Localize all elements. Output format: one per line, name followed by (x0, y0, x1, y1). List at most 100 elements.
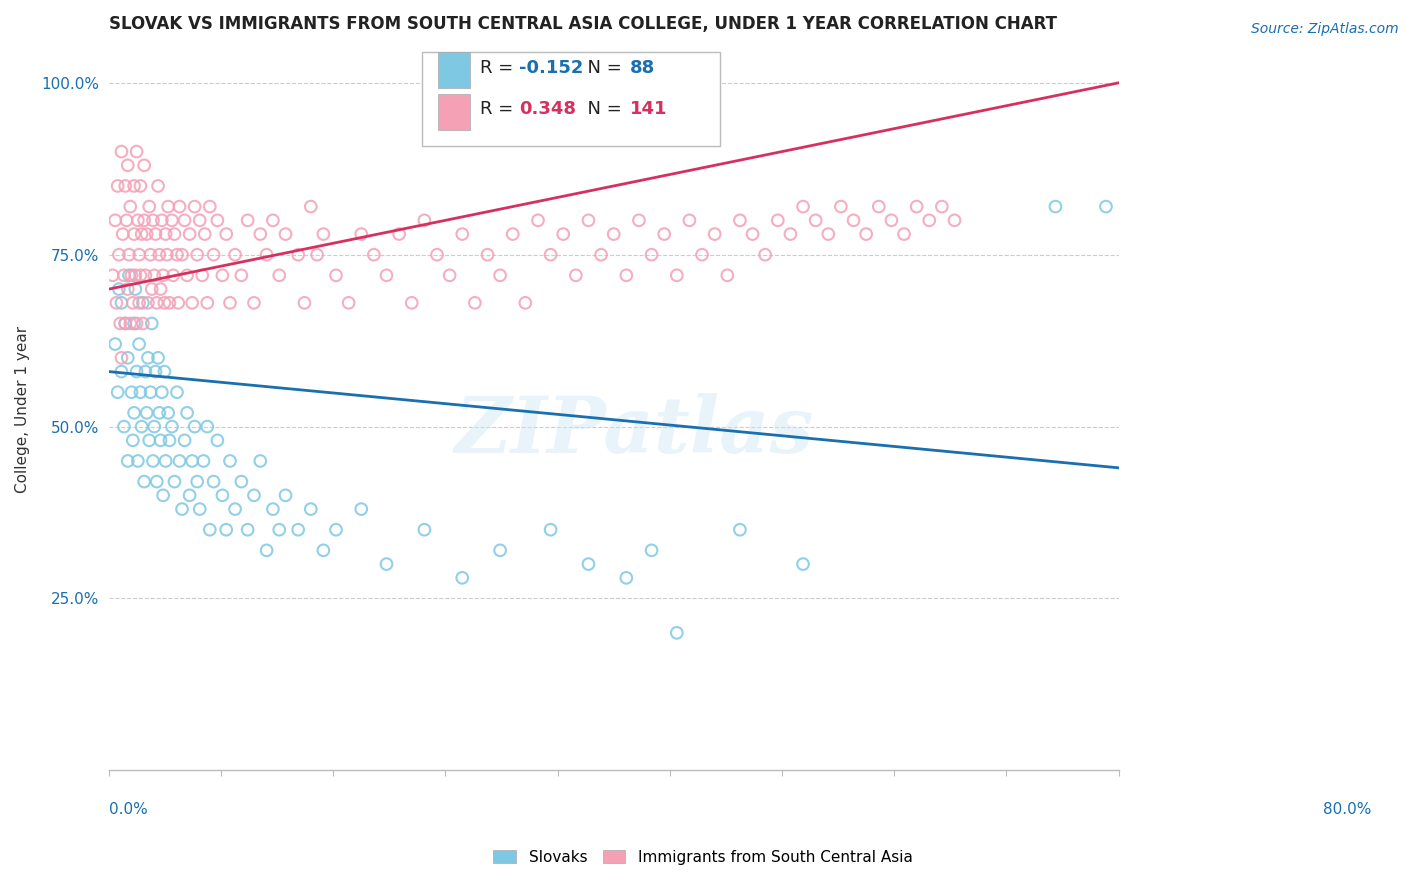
Point (134, 365, 156, 379)
Point (135, 406, 157, 420)
Point (868, 200, 890, 214)
Point (337, 295, 360, 310)
Point (211, 488, 233, 502)
Point (918, 213, 941, 227)
Point (101, 268, 124, 283)
Point (142, 213, 165, 227)
Point (262, 213, 284, 227)
Point (183, 419, 205, 434)
Point (146, 475, 169, 489)
Point (193, 454, 215, 468)
Point (183, 200, 205, 214)
Text: ZIPatlas: ZIPatlas (454, 392, 814, 469)
Text: R =: R = (481, 59, 519, 77)
Point (766, 213, 789, 227)
Point (181, 295, 204, 310)
Point (153, 295, 176, 310)
Point (160, 419, 183, 434)
Point (188, 502, 211, 516)
Point (413, 523, 436, 537)
Text: 0.348: 0.348 (519, 100, 576, 118)
Point (179, 227, 201, 241)
Point (129, 178, 152, 193)
Point (117, 158, 139, 172)
Point (134, 268, 156, 283)
Text: 0.0%: 0.0% (108, 802, 148, 817)
Point (122, 178, 145, 193)
Point (489, 268, 512, 283)
Point (325, 268, 347, 283)
Point (138, 200, 160, 214)
Point (880, 213, 903, 227)
Point (540, 248, 562, 262)
Point (152, 488, 174, 502)
Point (489, 543, 512, 558)
Point (107, 385, 129, 400)
Point (401, 295, 423, 310)
Point (202, 475, 225, 489)
Point (188, 213, 211, 227)
Point (146, 295, 169, 310)
Point (128, 248, 150, 262)
Point (136, 295, 159, 310)
Point (363, 248, 385, 262)
Point (117, 351, 139, 365)
Point (652, 227, 675, 241)
Point (157, 200, 180, 214)
Point (502, 227, 524, 241)
Point (627, 213, 650, 227)
Point (142, 454, 165, 468)
Point (219, 454, 242, 468)
Point (150, 385, 173, 400)
Point (312, 543, 335, 558)
Point (830, 200, 852, 214)
Point (110, 365, 132, 379)
Point (146, 351, 169, 365)
Point (236, 523, 259, 537)
Point (111, 227, 134, 241)
FancyBboxPatch shape (439, 53, 471, 88)
Point (135, 227, 157, 241)
Point (198, 523, 221, 537)
Point (224, 502, 246, 516)
Point (194, 227, 217, 241)
Point (150, 213, 173, 227)
Point (350, 227, 373, 241)
Point (690, 248, 713, 262)
Point (179, 488, 201, 502)
Point (153, 365, 176, 379)
Point (728, 523, 751, 537)
Point (139, 248, 162, 262)
Point (118, 268, 141, 283)
Point (114, 178, 136, 193)
Point (127, 454, 149, 468)
Point (224, 248, 246, 262)
Point (148, 406, 170, 420)
Point (108, 248, 131, 262)
Point (716, 268, 738, 283)
Point (299, 200, 322, 214)
Point (110, 295, 132, 310)
Point (195, 295, 218, 310)
Point (464, 295, 486, 310)
Point (728, 213, 751, 227)
Text: SLOVAK VS IMMIGRANTS FROM SOUTH CENTRAL ASIA COLLEGE, UNDER 1 YEAR CORRELATION C: SLOVAK VS IMMIGRANTS FROM SOUTH CENTRAL … (108, 15, 1057, 33)
Point (325, 523, 347, 537)
Text: R =: R = (481, 100, 519, 118)
Point (195, 419, 218, 434)
Text: N =: N = (576, 59, 628, 77)
Point (294, 295, 316, 310)
Point (578, 557, 600, 571)
Point (139, 385, 162, 400)
Point (170, 248, 193, 262)
Point (186, 248, 208, 262)
Point (120, 200, 142, 214)
Point (1045, 200, 1067, 214)
Point (207, 434, 229, 448)
Point (269, 523, 291, 537)
Point (157, 295, 180, 310)
Point (678, 213, 700, 227)
Point (893, 227, 915, 241)
Point (614, 268, 637, 283)
Point (375, 557, 398, 571)
